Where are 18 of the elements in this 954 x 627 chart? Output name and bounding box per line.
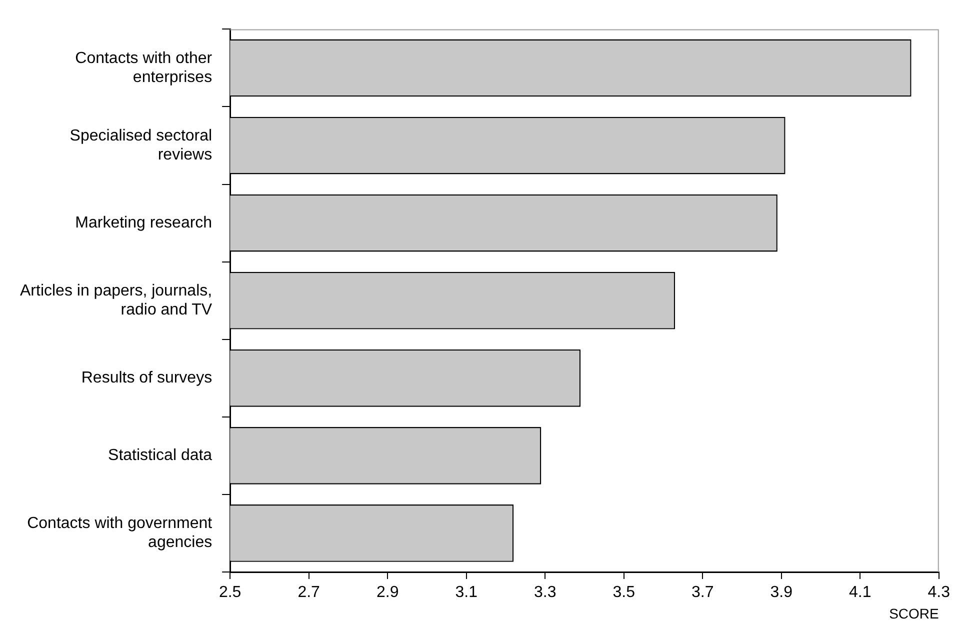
y-tick-label: Statistical data — [108, 447, 212, 464]
y-tick-label: Articles in papers, journals, radio and TV — [20, 282, 212, 319]
x-tick-label: 4.1 — [849, 584, 872, 602]
x-tick-label: 3.9 — [770, 584, 793, 602]
x-tick-label: 3.1 — [455, 584, 478, 602]
y-tick-label: Results of surveys — [81, 370, 212, 387]
x-tick-label: 3.7 — [691, 584, 714, 602]
x-tick-label: 4.3 — [928, 584, 950, 602]
y-tick-label: Specialised sectoral reviews — [70, 127, 212, 164]
x-tick-label: 2.7 — [298, 584, 320, 602]
x-tick-label: 2.9 — [376, 584, 399, 602]
y-tick-label: Contacts with government agencies — [27, 515, 213, 552]
x-tick-label: 3.5 — [612, 584, 636, 602]
x-tick-label: 3.3 — [534, 584, 556, 602]
y-tick-label: Contacts with other enterprises — [75, 50, 213, 86]
x-axis-title: SCORE — [889, 605, 939, 622]
x-tick-label: 2.5 — [218, 584, 242, 602]
y-tick-label: Marketing research — [75, 214, 212, 232]
